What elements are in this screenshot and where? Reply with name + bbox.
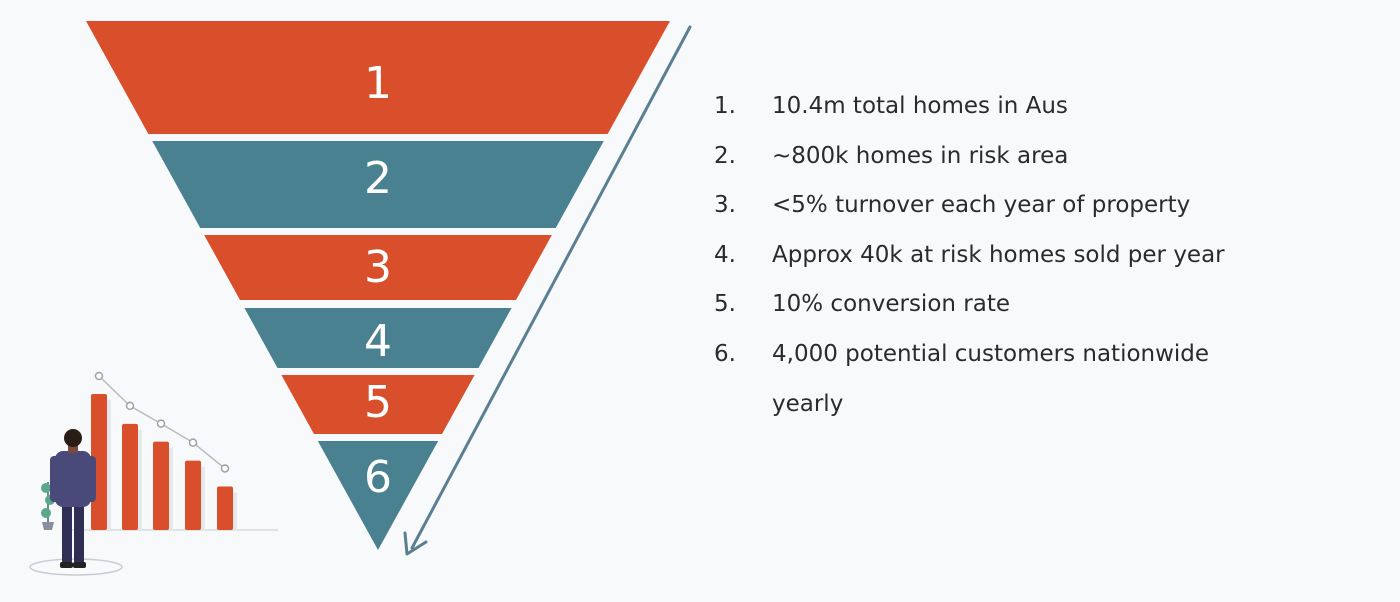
- funnel-stage-number: 5: [364, 377, 392, 428]
- funnel-stage-6: [317, 441, 439, 550]
- legend-item-text: Approx 40k at risk homes sold per year: [772, 241, 1225, 268]
- funnel-stage-4: [244, 308, 512, 368]
- legend-item: 2. ~800k homes in risk area: [714, 132, 1274, 182]
- funnel-stage-2: [152, 141, 604, 228]
- bar-chart-icon: [91, 394, 237, 530]
- legend-item-number: 4.: [714, 241, 736, 268]
- chart-bar: [217, 486, 233, 530]
- trend-dot: [125, 401, 135, 411]
- legend-item-number: 6.: [714, 340, 736, 367]
- trend-line-icon: [94, 371, 230, 473]
- legend-item: 1. 10.4m total homes in Aus: [714, 82, 1274, 132]
- legend-item-number: 5.: [714, 291, 736, 318]
- legend-item-text: ~800k homes in risk area: [772, 142, 1069, 169]
- trend-dot: [156, 419, 166, 428]
- funnel-stage-1: [86, 21, 670, 134]
- funnel-stage-3: [204, 235, 552, 300]
- legend-item: 4. Approx 40k at risk homes sold per year: [714, 231, 1274, 281]
- trend-dot: [188, 438, 198, 447]
- chart-bar: [153, 441, 169, 530]
- person-icon: [50, 429, 96, 568]
- legend-item-text: 10.4m total homes in Aus: [772, 93, 1068, 119]
- legend-item-text: <5% turnover each year of property: [772, 192, 1191, 219]
- legend-item-number: 1.: [714, 93, 736, 119]
- trend-dot: [94, 371, 104, 381]
- funnel-stage-5: [281, 375, 475, 434]
- legend-item: 6. 4,000 potential customers nationwide y…: [714, 330, 1274, 429]
- funnel: 1 2 3 4 5 6: [86, 21, 670, 550]
- trend-dot: [220, 464, 230, 473]
- chart-bar: [185, 460, 201, 530]
- legend-item-number: 2.: [714, 142, 736, 169]
- legend-item-number: 3.: [714, 192, 736, 219]
- legend-item: 3. <5% turnover each year of property: [714, 181, 1274, 231]
- downward-arrow-icon: [403, 25, 692, 556]
- chart-bar: [122, 423, 138, 530]
- person-bar-chart-illustration: [29, 371, 278, 576]
- funnel-stage-number: 6: [364, 452, 392, 503]
- legend-item: 5. 10% conversion rate: [714, 280, 1274, 330]
- legend-item-text: 10% conversion rate: [772, 291, 1010, 318]
- legend-item-text: 4,000 potential customers nationwide yea…: [772, 340, 1210, 417]
- funnel-legend: 1. 10.4m total homes in Aus 2. ~800k homes …: [714, 82, 1274, 429]
- funnel-stage-number: 2: [364, 153, 392, 204]
- plant-icon: [41, 482, 55, 530]
- funnel-stage-number: 4: [364, 316, 392, 367]
- funnel-stage-number: 3: [364, 242, 392, 293]
- funnel-stage-number: 1: [364, 58, 392, 109]
